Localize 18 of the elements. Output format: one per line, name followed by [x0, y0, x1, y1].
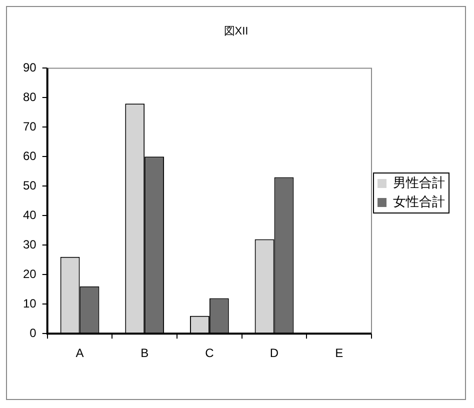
y-tick-label: 80	[22, 90, 37, 104]
x-tick-label: E	[335, 346, 344, 360]
x-tick-label: A	[76, 346, 84, 360]
y-tick-label: 10	[22, 296, 37, 310]
y-tick-label: 40	[22, 208, 37, 222]
y-tick-label: 20	[22, 266, 37, 281]
chart-title: 図XII	[224, 26, 248, 38]
y-tick-label: 70	[22, 119, 37, 134]
x-tick-label: C	[205, 346, 214, 360]
x-tick-label: B	[140, 346, 149, 360]
y-tick-label: 50	[22, 178, 37, 192]
x-tick-label: D	[270, 346, 279, 360]
y-tick-label: 60	[22, 148, 37, 163]
y-tick-label: 30	[22, 237, 37, 252]
legend-label: 男性合計	[393, 175, 445, 190]
legend-label: 女性合計	[393, 194, 445, 210]
y-tick-label: 90	[22, 60, 37, 75]
y-tick-label: 0	[30, 326, 37, 340]
